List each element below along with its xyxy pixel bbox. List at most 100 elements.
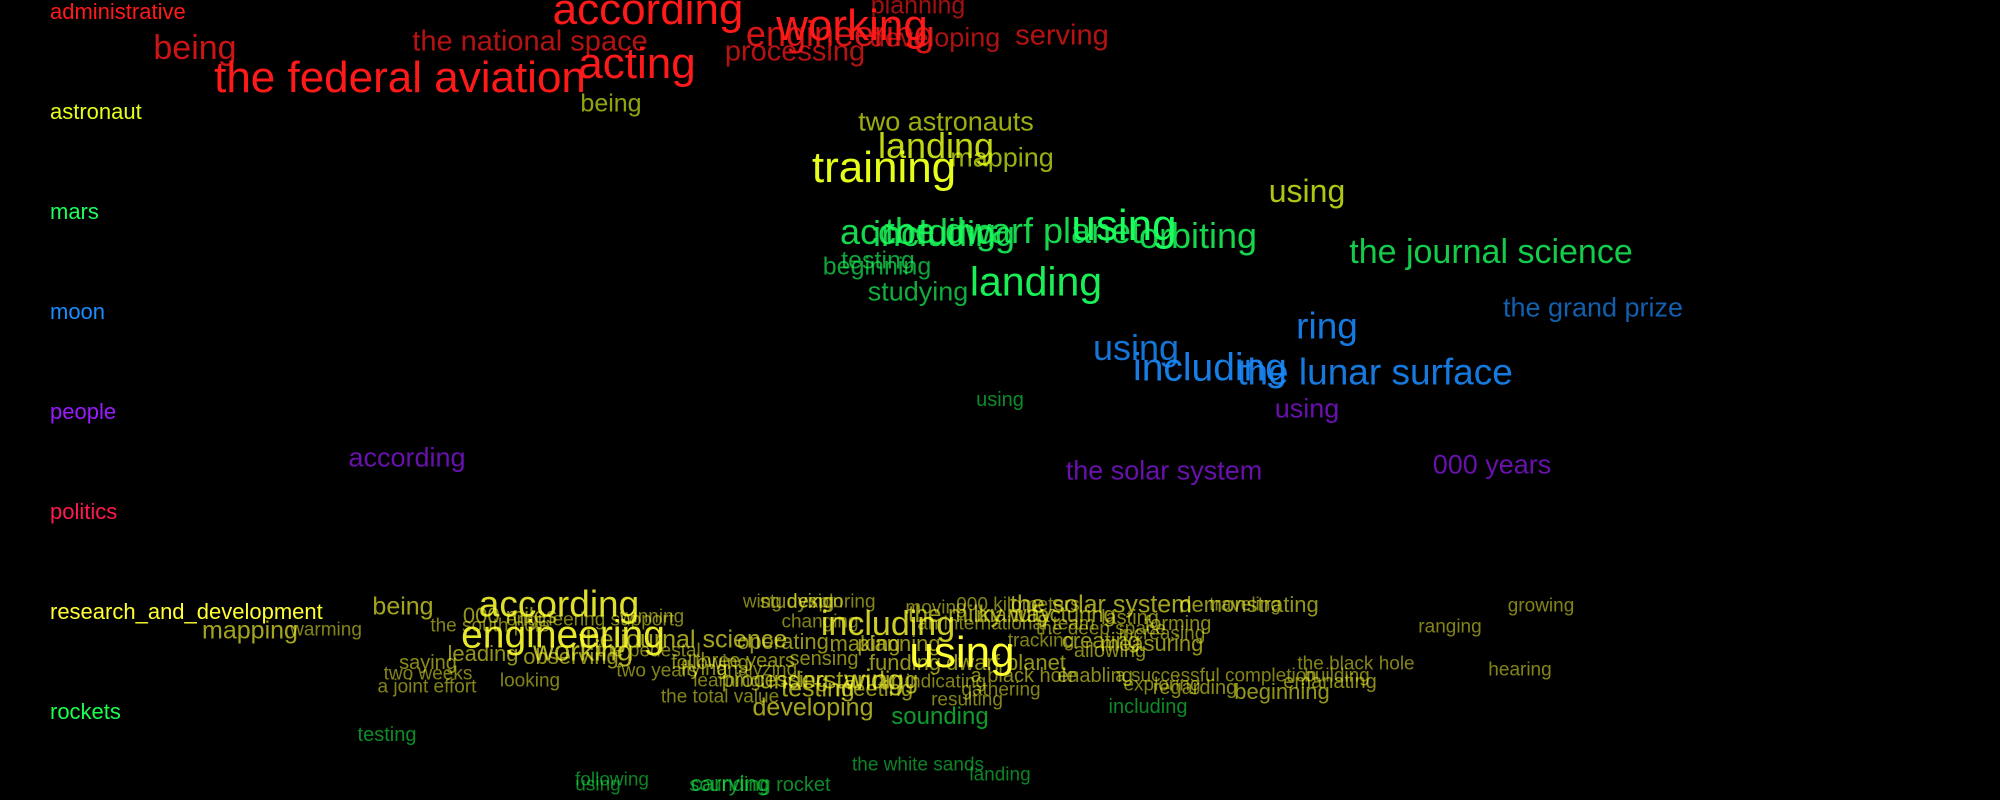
word-research-and-development: working: [533, 635, 633, 668]
word-mars: according: [839, 211, 997, 252]
category-label-moon: moon: [50, 299, 106, 324]
word-research-and-development: being: [372, 592, 434, 621]
word-administrative: working: [776, 1, 928, 50]
word-research-and-development: sensing: [789, 648, 859, 670]
word-research-and-development: funding: [868, 650, 942, 675]
category-label-people: people: [50, 399, 117, 424]
category-label-astronaut: astronaut: [50, 99, 142, 124]
word-research-and-development: a black hole: [970, 665, 1078, 687]
word-research-and-development: demonstrating: [1179, 592, 1319, 617]
word-research-and-development: 000 miles: [462, 603, 558, 628]
word-research-and-development: the black hole: [1297, 653, 1415, 675]
word-administrative: the national space: [412, 25, 648, 58]
word-administrative: serving: [1015, 19, 1109, 52]
word-mars: landing: [969, 258, 1103, 305]
word-research-and-development: the milky way: [907, 601, 1053, 628]
word-research-and-development: operating: [737, 629, 829, 654]
category-label-mars: mars: [50, 199, 99, 224]
word-research-and-development: 000 kilometers: [956, 594, 1080, 616]
word-research-and-development: the deep space: [1036, 618, 1166, 640]
word-moon: ring: [1296, 305, 1358, 347]
category-label-administrative: administrative: [50, 0, 186, 24]
word-rockets: carrying: [690, 771, 770, 796]
word-research-and-development: looking: [499, 670, 561, 692]
word-administrative: being: [153, 29, 237, 67]
word-administrative: developing: [869, 22, 1001, 53]
word-research-and-development: moving: [905, 597, 967, 619]
word-research-and-development: building: [1304, 665, 1370, 687]
word-research-and-development: tracking: [1007, 630, 1075, 652]
word-research-and-development: beginning: [1234, 679, 1330, 704]
word-research-and-development: hearing: [1488, 659, 1552, 681]
word-research-and-development: two weeks: [383, 663, 473, 685]
word-administrative: planning: [870, 0, 966, 20]
word-research-and-development: using: [909, 628, 1015, 677]
word-research-and-development: measuring: [1100, 631, 1204, 656]
word-research-and-development: the south pole: [430, 615, 550, 637]
word-rockets: sounding: [891, 703, 989, 730]
word-people: according: [348, 442, 466, 473]
word-research-and-development: according: [478, 583, 640, 625]
word-research-and-development: wing design: [742, 591, 844, 613]
word-research-and-development: making: [829, 631, 901, 656]
word-research-and-development: following: [671, 652, 749, 674]
word-research-and-development: engineering: [461, 613, 665, 657]
word-mars: including: [872, 213, 1016, 254]
word-research-and-development: manufacturing: [976, 602, 1116, 627]
word-rockets: the white sands: [851, 754, 985, 776]
word-moon: including: [1133, 346, 1287, 390]
word-research-and-development: resulting: [931, 689, 1003, 711]
word-research-and-development: growing: [1507, 595, 1575, 617]
word-research-and-development: increasing: [1118, 623, 1206, 645]
word-administrative: according: [552, 0, 744, 34]
word-research-and-development: analyzing: [716, 659, 798, 681]
word-administrative: the federal aviation: [214, 53, 586, 102]
word-research-and-development: creating: [1061, 628, 1141, 653]
word-people: using: [1274, 393, 1340, 424]
word-moon: the grand prize: [1502, 292, 1684, 323]
word-research-and-development: observing: [523, 644, 619, 669]
word-administrative: acting: [578, 39, 696, 88]
word-research-and-development: understanding: [759, 666, 919, 695]
word-research-and-development: regarding: [1152, 677, 1238, 699]
word-research-and-development: engineering support: [506, 609, 674, 631]
word-research-and-development: indicating: [905, 671, 987, 693]
word-moon: the lunar surface: [1237, 351, 1513, 393]
word-research-and-development: exploring: [798, 591, 876, 613]
word-research-and-development: winning: [619, 606, 685, 628]
word-research-and-development: enabling: [1057, 665, 1133, 687]
word-research-and-development: the journal science: [578, 625, 788, 654]
category-label-politics: politics: [50, 499, 118, 524]
word-research-and-development: forming: [1144, 613, 1212, 635]
word-research-and-development: a joint effort: [377, 676, 477, 698]
word-research-and-development: three years: [694, 650, 796, 672]
word-astronaut: mapping: [950, 142, 1054, 173]
word-research-and-development: lasting: [1101, 607, 1159, 629]
word-astronaut: being: [580, 89, 642, 118]
word-rockets: landing: [969, 764, 1031, 786]
word-mars: the journal science: [1349, 233, 1633, 271]
word-astronaut: training: [811, 143, 957, 192]
word-moon: using: [1092, 327, 1180, 368]
word-mars: orbiting: [1138, 215, 1258, 256]
word-research-and-development: including: [820, 605, 956, 643]
word-research-and-development: changing: [781, 611, 859, 633]
word-research-and-development: processing: [721, 667, 829, 692]
word-rockets: using: [976, 389, 1024, 411]
word-rockets: testing: [357, 724, 417, 746]
word-research-and-development: developing: [752, 693, 874, 722]
word-research-and-development: the solar system: [1009, 590, 1193, 619]
word-astronaut: landing: [877, 125, 995, 166]
word-research-and-development: learning: [693, 670, 761, 692]
word-mars: the dwarf planet: [884, 210, 1142, 251]
word-research-and-development: testing: [781, 674, 855, 703]
word-research-and-development: ranging: [1418, 616, 1482, 638]
word-research-and-development: two years: [616, 660, 698, 682]
word-research-and-development: gathering: [961, 679, 1041, 701]
word-research-and-development: the total value: [660, 686, 780, 708]
word-research-and-development: allowing: [1073, 640, 1147, 662]
word-astronaut: two astronauts: [858, 106, 1034, 137]
word-research-and-development: mapping: [202, 616, 298, 645]
word-research-and-development: flying: [680, 658, 728, 680]
